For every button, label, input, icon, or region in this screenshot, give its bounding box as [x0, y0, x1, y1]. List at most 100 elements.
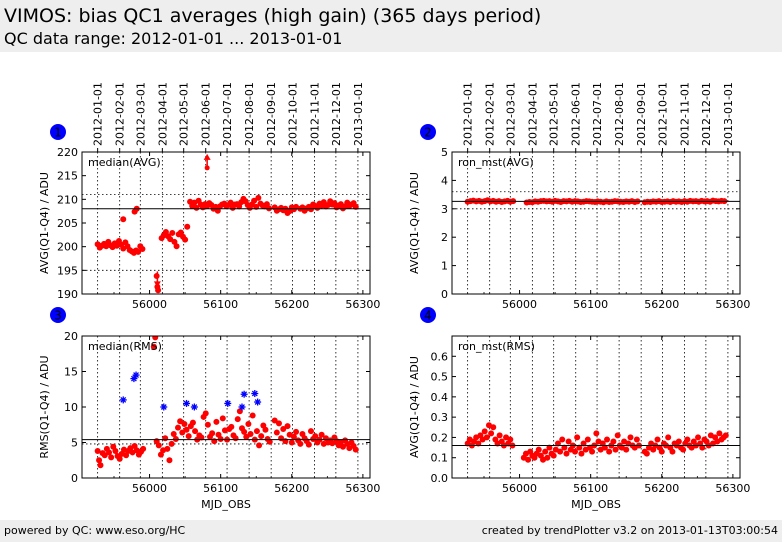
date-tick-label: 2012-11-01: [679, 82, 692, 146]
data-point: [654, 436, 661, 443]
date-tick-label: 2012-05-01: [548, 82, 561, 146]
date-tick-label: 2012-12-01: [700, 82, 713, 146]
data-point: [262, 426, 269, 433]
date-tick-label: 2013-01-01: [722, 82, 735, 146]
data-point: [643, 450, 650, 457]
data-point: [172, 435, 179, 442]
y-tick-label: 0.5: [431, 371, 449, 384]
data-point: [183, 426, 190, 433]
data-point: [658, 448, 665, 455]
x-tick-label: 56100: [573, 298, 608, 311]
data-point: [101, 452, 108, 459]
data-point: [318, 431, 325, 438]
data-point: [155, 287, 162, 294]
date-tick-label: 2012-03-01: [134, 82, 147, 146]
y-tick-label: 15: [64, 366, 78, 379]
date-tick-label: 2013-01-01: [352, 82, 365, 146]
panel-badge: [420, 124, 436, 140]
outlier-point: [183, 399, 191, 407]
data-point: [234, 416, 241, 423]
data-point: [280, 426, 287, 433]
data-point: [255, 194, 262, 201]
y-tick-label: 0.2: [431, 431, 449, 444]
data-point: [563, 450, 570, 457]
data-point: [695, 434, 702, 441]
plot-frame: [451, 335, 741, 479]
data-point: [593, 430, 600, 437]
data-point: [546, 444, 553, 451]
y-axis-label: AVG(Q1-Q4) / ADU: [408, 172, 421, 274]
panel-number: 1: [54, 126, 62, 140]
data-point: [288, 439, 295, 446]
x-tick-label: 56200: [274, 298, 309, 311]
date-tick-label: 2012-02-01: [484, 82, 497, 146]
data-point: [271, 417, 278, 424]
data-point: [232, 435, 239, 442]
data-points: [94, 194, 359, 294]
date-tick-label: 2012-04-01: [156, 82, 169, 146]
y-tick-label: 190: [57, 288, 78, 301]
y-tick-label: 20: [64, 330, 78, 343]
y-axis-label: RMS(Q1-Q4) / ADU: [38, 355, 51, 458]
chart-panel-3: 3 0 5 10 15 20 56000 56100 56200 56300 median(RMS)…: [38, 307, 380, 511]
x-tick-label: 56200: [274, 482, 309, 495]
data-point: [135, 248, 142, 255]
data-point: [490, 424, 497, 431]
outlier-point: [251, 390, 259, 398]
data-point: [339, 443, 346, 450]
date-tick-label: 2012-05-01: [178, 82, 191, 146]
data-point: [209, 430, 216, 437]
data-point: [251, 197, 258, 204]
data-point: [179, 429, 186, 436]
data-point: [507, 436, 514, 443]
data-point: [228, 423, 235, 430]
data-point: [561, 444, 568, 451]
y-axis-label: AVG(Q1-Q4) / ADU: [38, 172, 51, 274]
header: VIMOS: bias QC1 averages (high gain) (36…: [0, 0, 782, 52]
panel-badge: [50, 124, 66, 140]
y-tick-label: 4: [441, 174, 448, 187]
data-point: [108, 454, 115, 461]
data-point: [112, 448, 119, 455]
data-points: [464, 422, 729, 463]
data-point: [680, 446, 687, 453]
panel-series-label: ron_mst(RMS): [458, 340, 535, 353]
footer: powered by QC: www.eso.org/HC created by…: [0, 520, 782, 542]
data-point: [525, 456, 532, 463]
data-point: [164, 445, 171, 452]
data-point: [535, 446, 542, 453]
footer-powered-by: powered by QC: www.eso.org/HC: [4, 524, 186, 537]
data-point: [120, 216, 127, 223]
data-point: [488, 430, 495, 437]
data-point: [273, 429, 280, 436]
data-point: [175, 424, 181, 431]
data-point: [204, 421, 211, 428]
x-tick-label: 56000: [132, 298, 167, 311]
data-point: [140, 445, 147, 452]
footer-created-by: created by trendPlotter v3.2 on 2013-01-…: [481, 524, 778, 537]
panel-number: 3: [54, 309, 62, 323]
data-point: [627, 434, 634, 441]
y-tick-label: 205: [57, 217, 78, 230]
x-tick-label: 56300: [715, 482, 750, 495]
y-tick-label: 220: [57, 146, 78, 159]
data-point: [290, 433, 297, 440]
y-tick-label: 0.4: [431, 391, 449, 404]
data-point: [352, 446, 359, 453]
panel-badge: [420, 307, 436, 323]
date-tick-label: 2012-03-01: [504, 82, 517, 146]
data-point: [578, 450, 585, 457]
data-point: [665, 434, 672, 441]
data-point: [612, 446, 619, 453]
data-point: [481, 428, 488, 435]
data-point: [572, 448, 579, 455]
data-point: [614, 432, 621, 439]
y-tick-label: 0.6: [431, 350, 449, 363]
data-point: [483, 434, 490, 441]
data-point: [189, 419, 196, 426]
x-axis-label: MJD_OBS: [571, 498, 621, 511]
data-point: [116, 455, 123, 462]
data-point: [181, 421, 188, 428]
y-tick-label: 5: [441, 146, 448, 159]
data-point: [184, 223, 191, 230]
